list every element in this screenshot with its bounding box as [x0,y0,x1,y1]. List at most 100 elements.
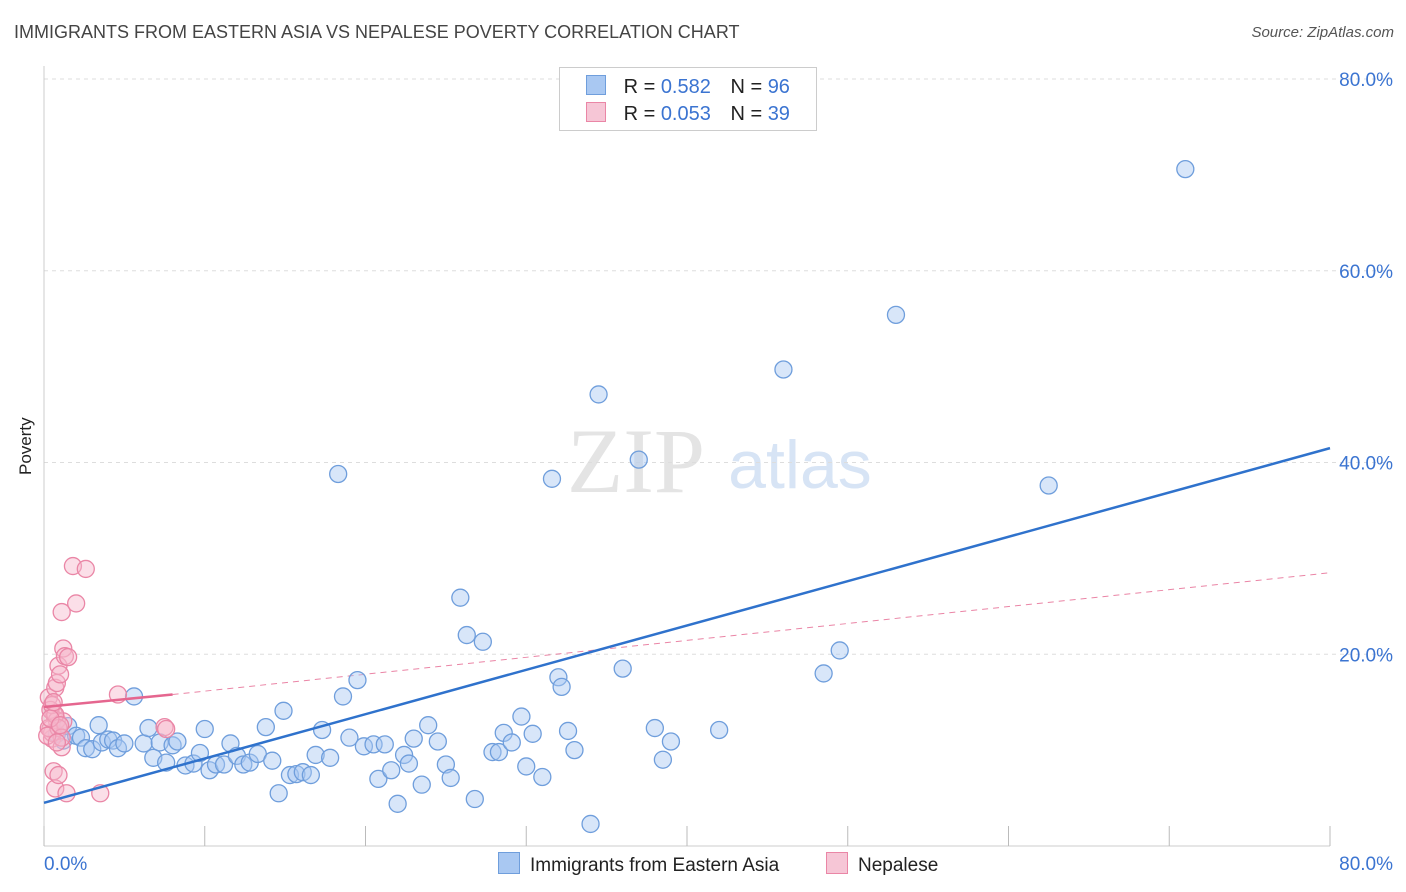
data-point-nepalese [58,647,78,667]
data-point-eastern-asia [394,745,414,765]
data-point-eastern-asia [404,729,423,748]
data-point-eastern-asia [473,632,492,651]
legend-row-eastern-asia: R = 0.582 N = 96 [586,75,790,99]
data-point-eastern-asia [306,745,325,765]
bottom-legend-label: Immigrants from Eastern Asia [530,855,780,876]
data-point-nepalese [50,665,70,684]
data-point-eastern-asia [441,768,460,788]
data-point-eastern-asia [613,659,632,678]
data-point-nepalese [44,693,63,712]
legend-r-label: R = [623,103,656,125]
bottom-legend-swatch-blue [498,852,520,874]
data-point-nepalese [47,733,67,752]
data-point-eastern-asia [287,764,306,784]
data-point-eastern-asia [774,360,793,379]
nepalese-trend-dashed [172,572,1331,696]
legend-n-value: 96 [767,76,790,98]
y-tick-label: 20.0% [1339,645,1393,666]
legend-swatch-blue [586,75,606,95]
data-point-eastern-asia [115,734,134,753]
data-point-eastern-asia [451,588,470,607]
data-point-eastern-asia [552,677,571,696]
data-point-eastern-asia [348,670,367,690]
legend-n-label: N = [730,103,763,125]
data-point-eastern-asia [234,755,253,774]
chart-title: IMMIGRANTS FROM EASTERN ASIA VS NEPALESE… [14,22,740,42]
data-point-eastern-asia [489,742,509,762]
data-point-nepalese [67,594,86,613]
y-tick-label: 40.0% [1339,454,1393,475]
data-point-eastern-asia [76,739,95,758]
y-tick-label: 80.0% [1339,70,1393,91]
data-point-eastern-asia [214,755,234,774]
legend-r-value: 0.582 [660,76,711,98]
data-point-eastern-asia [523,724,542,743]
data-point-eastern-asia [428,732,447,751]
data-point-eastern-asia [629,450,648,469]
data-point-eastern-asia [589,385,608,404]
data-point-eastern-asia [388,794,407,813]
bottom-legend-label: Nepalese [858,855,939,876]
data-point-eastern-asia [710,720,729,740]
data-point-eastern-asia [139,718,158,738]
data-point-eastern-asia [333,687,353,706]
data-point-nepalese [52,602,71,622]
data-point-nepalese [157,719,176,739]
data-point-eastern-asia [412,775,431,794]
bottom-legend-eastern-asia: Immigrants from Eastern Asia [498,852,779,877]
data-point-eastern-asia [301,765,320,785]
data-point-nepalese [46,779,65,798]
data-point-eastern-asia [542,469,562,488]
bottom-legend-nepalese: Nepalese [826,852,938,877]
data-point-eastern-asia [436,755,456,774]
x-tick-label: 0.0% [44,854,87,875]
data-point-eastern-asia [830,641,849,660]
data-point-eastern-asia [382,761,401,780]
data-point-eastern-asia [457,625,476,645]
source-label: Source: ZipAtlas.com [1251,24,1394,41]
data-point-nepalese [76,559,95,579]
y-tick-label: 60.0% [1339,262,1393,283]
data-point-nepalese [54,639,73,658]
data-point-eastern-asia [549,668,568,687]
data-point-eastern-asia [512,707,531,726]
data-point-eastern-asia [89,716,108,735]
data-point-eastern-asia [645,718,664,738]
data-point-eastern-asia [814,664,833,683]
data-point-eastern-asia [134,734,153,753]
data-point-eastern-asia [581,814,600,834]
data-point-eastern-asia [533,767,552,787]
data-point-eastern-asia [71,728,91,747]
data-point-nepalese [50,716,70,735]
watermark-zip: ZIP [567,410,705,512]
data-point-eastern-asia [558,721,578,741]
data-point-eastern-asia [886,305,906,325]
data-point-eastern-asia [263,751,282,770]
data-point-nepalese [38,726,57,745]
data-point-eastern-asia [502,733,521,752]
data-point-eastern-asia [190,743,210,763]
legend-r-value: 0.053 [660,103,711,125]
correlation-legend: R = 0.582 N = 96 R = 0.053 N = 39 [559,67,817,131]
watermark-atlas: atlas [728,427,872,503]
data-point-eastern-asia [320,748,340,767]
data-point-eastern-asia [399,754,419,773]
data-point-eastern-asia [661,732,681,751]
bottom-legend-swatch-pink [826,852,848,874]
legend-n-label: N = [730,76,763,98]
data-point-eastern-asia [1039,476,1058,495]
data-point-eastern-asia [369,769,388,789]
data-point-eastern-asia [269,784,288,803]
nepalese-trend-line [43,693,173,709]
data-point-eastern-asia [465,789,484,809]
data-point-eastern-asia [517,757,536,776]
data-point-eastern-asia [483,742,502,762]
data-point-eastern-asia [419,716,438,735]
data-point-nepalese [49,765,68,785]
data-point-eastern-asia [340,728,359,747]
legend-swatch-pink [586,102,606,122]
data-point-eastern-asia [195,719,214,739]
legend-n-value: 39 [767,103,790,125]
data-point-eastern-asia [168,732,187,751]
